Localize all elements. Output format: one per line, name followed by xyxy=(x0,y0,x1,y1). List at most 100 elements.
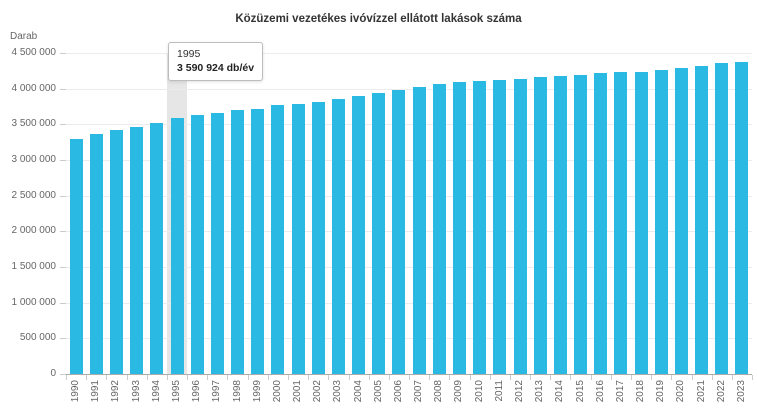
x-axis-line xyxy=(66,374,752,375)
x-axis-tick xyxy=(207,375,209,380)
x-axis-tick xyxy=(126,375,128,380)
gridline xyxy=(66,338,752,340)
bar-2008[interactable] xyxy=(432,84,446,374)
y-axis-label: 500 000 xyxy=(19,332,56,344)
y-axis-label: 0 xyxy=(50,368,56,379)
x-axis-label-2005: 2005 xyxy=(372,380,384,403)
tooltip-year: 1995 xyxy=(177,48,201,60)
bar-2009[interactable] xyxy=(452,81,466,374)
bar-1993[interactable] xyxy=(130,126,144,374)
x-axis-label-2001: 2001 xyxy=(292,380,303,403)
bar-2021[interactable] xyxy=(695,65,709,374)
bar-2000[interactable] xyxy=(271,105,285,374)
x-axis-label-2018: 2018 xyxy=(635,380,646,403)
bar-1995[interactable] xyxy=(170,117,184,374)
x-axis-label-2008: 2008 xyxy=(433,380,445,403)
x-axis-tick xyxy=(671,375,673,380)
x-axis-tick xyxy=(550,375,552,380)
x-axis-label-1991: 1991 xyxy=(90,380,102,403)
x-axis-label-1999: 1999 xyxy=(251,380,263,403)
chart-title: Közüzemi vezetékes ivóvízzel ellátott la… xyxy=(235,13,522,25)
x-axis-label-2023: 2023 xyxy=(735,380,747,403)
bar-1997[interactable] xyxy=(210,112,224,374)
bar-2013[interactable] xyxy=(533,77,547,374)
x-axis-tick xyxy=(590,375,592,380)
bar-2005[interactable] xyxy=(372,93,386,374)
x-axis-label-2004: 2004 xyxy=(352,380,364,403)
bar-1999[interactable] xyxy=(251,108,265,374)
bar-2002[interactable] xyxy=(311,101,325,374)
bar-2017[interactable] xyxy=(614,72,628,374)
x-axis-label-2002: 2002 xyxy=(312,380,324,403)
bar-2023[interactable] xyxy=(735,62,749,374)
x-axis-tick xyxy=(227,375,229,380)
y-axis-tick xyxy=(60,88,66,90)
x-axis-tick xyxy=(267,375,269,380)
bar-2003[interactable] xyxy=(331,99,345,374)
x-axis-tick xyxy=(146,375,148,380)
x-axis-tick xyxy=(570,375,572,380)
x-axis-label-2022: 2022 xyxy=(715,380,727,403)
bar-2022[interactable] xyxy=(715,63,729,374)
x-axis-tick xyxy=(530,375,532,380)
x-axis-tick xyxy=(328,375,330,380)
y-axis-tick xyxy=(60,124,66,126)
y-axis-label: 2 000 000 xyxy=(11,225,57,237)
bar-2012[interactable] xyxy=(513,78,527,374)
bar-2020[interactable] xyxy=(674,67,688,374)
x-axis-tick xyxy=(368,375,370,380)
bar-1998[interactable] xyxy=(231,110,244,374)
x-axis-tick xyxy=(752,375,753,380)
gridline xyxy=(66,124,752,126)
x-axis-label-1994: 1994 xyxy=(150,380,162,403)
gridline xyxy=(66,267,752,268)
x-axis-label-2010: 2010 xyxy=(473,380,485,403)
x-axis-label-2017: 2017 xyxy=(614,380,626,403)
x-axis-tick xyxy=(409,375,410,380)
bar-1992[interactable] xyxy=(109,129,123,374)
x-axis-label-2013: 2013 xyxy=(534,380,546,403)
x-axis-label-1998: 1998 xyxy=(231,380,243,403)
bar-2014[interactable] xyxy=(553,76,567,374)
bar-2016[interactable] xyxy=(594,73,608,374)
y-axis-label: 1 000 000 xyxy=(11,296,57,308)
x-axis-label-2003: 2003 xyxy=(332,380,344,403)
bar-1996[interactable] xyxy=(190,115,204,374)
y-axis-label: 1 500 000 xyxy=(11,261,57,272)
y-axis-unit-label: Darab xyxy=(10,31,38,42)
x-axis-tick xyxy=(630,375,632,380)
bar-2006[interactable] xyxy=(392,90,406,374)
gridline xyxy=(66,53,752,54)
bar-1990[interactable] xyxy=(69,139,83,374)
bar-2015[interactable] xyxy=(574,75,587,374)
x-axis-tick xyxy=(388,375,390,380)
x-axis-tick xyxy=(651,375,653,380)
x-axis-label-2021: 2021 xyxy=(695,380,707,403)
bar-2001[interactable] xyxy=(291,103,305,374)
y-axis-tick xyxy=(60,302,66,304)
bar-2007[interactable] xyxy=(412,86,426,374)
x-axis-label-2012: 2012 xyxy=(514,380,525,403)
bar-1994[interactable] xyxy=(150,123,164,374)
x-axis-label-1993: 1993 xyxy=(130,380,142,403)
x-axis-tick xyxy=(429,375,431,380)
y-axis-label: 2 500 000 xyxy=(11,189,57,201)
x-axis-tick xyxy=(348,375,350,380)
bar-1991[interactable] xyxy=(89,133,103,374)
bar-2019[interactable] xyxy=(654,69,668,374)
gridline xyxy=(66,160,752,161)
x-axis-tick xyxy=(509,375,511,380)
y-axis-label: 4 500 000 xyxy=(11,47,57,58)
gridline xyxy=(66,88,752,90)
y-axis-tick xyxy=(60,374,66,375)
x-axis-label-2016: 2016 xyxy=(594,380,606,403)
bar-2004[interactable] xyxy=(352,96,366,374)
x-axis-tick xyxy=(106,375,108,380)
bar-2018[interactable] xyxy=(634,71,648,374)
x-axis-label-1996: 1996 xyxy=(191,380,203,403)
y-axis-tick xyxy=(60,195,66,197)
y-axis-label: 3 500 000 xyxy=(11,118,57,130)
x-axis-tick xyxy=(731,375,733,380)
bar-2010[interactable] xyxy=(473,80,487,374)
bar-2011[interactable] xyxy=(493,80,507,374)
